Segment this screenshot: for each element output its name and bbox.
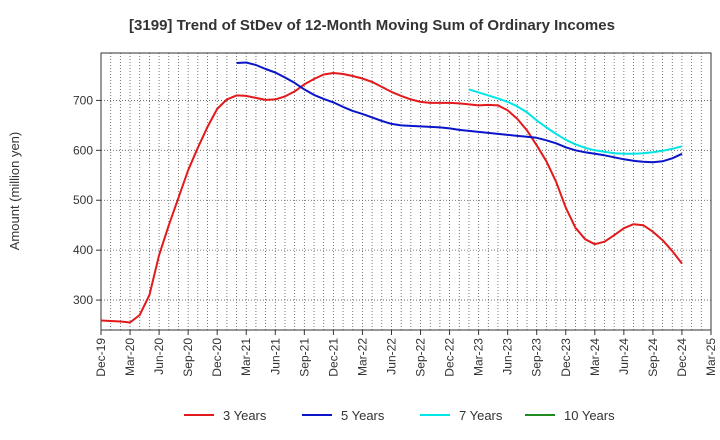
x-tick-label: Jun-22 [384,338,398,375]
x-axis: Dec-19 Mar-20 Jun-20 Sep-20 Dec-20 Mar-21 Jun-… [94,330,718,377]
legend-label: 7 Years [459,408,503,423]
x-tick-label: Dec-20 [210,338,224,377]
x-tick-label: Sep-20 [181,338,195,377]
x-tick-label: Sep-21 [297,338,311,377]
y-axis-label: Amount (million yen) [7,132,22,251]
plot-frame [100,52,712,331]
y-tick-label: 600 [73,143,93,157]
legend-label: 10 Years [564,408,615,423]
y-axis: 300 400 500 600 700 [73,93,101,307]
x-tick-label: Mar-24 [588,338,602,376]
y-tick-label: 500 [73,193,93,207]
x-tick-label: Jun-21 [268,338,282,375]
x-tick-label: Mar-22 [355,338,369,376]
y-tick-label: 300 [73,293,93,307]
x-tick-label: Dec-23 [559,338,573,377]
x-tick-label: Jun-20 [152,338,166,375]
x-tick-label: Mar-23 [472,338,486,376]
x-tick-label: Mar-21 [239,338,253,376]
series-lines [100,61,683,324]
x-tick-label: Sep-24 [646,338,660,377]
legend: 3 Years 5 Years 7 Years 10 Years [184,408,615,423]
x-tick-label: Jun-24 [617,338,631,375]
y-tick-label: 400 [73,243,93,257]
x-tick-label: Dec-24 [675,338,689,377]
y-tick-label: 700 [73,93,93,107]
legend-label: 5 Years [341,408,385,423]
series-line-3-years [100,72,683,324]
x-tick-label: Dec-21 [326,338,340,377]
grid [101,53,711,330]
series-line-7-years [468,88,683,155]
x-tick-label: Dec-19 [94,338,108,377]
x-tick-label: Mar-25 [704,338,718,376]
x-tick-label: Dec-22 [443,338,457,377]
x-tick-label: Jun-23 [501,338,515,375]
legend-label: 3 Years [223,408,267,423]
x-tick-label: Sep-23 [530,338,544,377]
x-tick-label: Mar-20 [123,338,137,376]
chart-title: [3199] Trend of StDev of 12-Month Moving… [129,17,615,34]
series-line-5-years [236,61,683,164]
x-tick-label: Sep-22 [414,338,428,377]
